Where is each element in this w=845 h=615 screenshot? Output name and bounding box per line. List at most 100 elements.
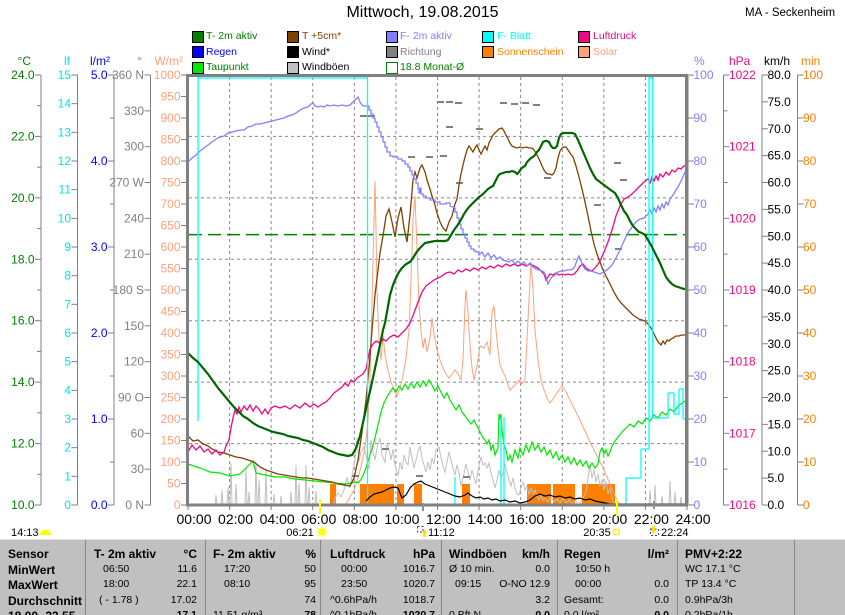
svg-text:5: 5: [64, 355, 71, 369]
svg-text:100: 100: [694, 68, 714, 82]
svg-text:6: 6: [64, 326, 71, 340]
svg-text:400: 400: [160, 326, 180, 340]
svg-text:950: 950: [160, 90, 180, 104]
svg-text:70.0: 70.0: [768, 122, 792, 136]
svg-text:hPa: hPa: [729, 54, 751, 68]
svg-text:25.0: 25.0: [768, 364, 792, 378]
svg-text:15: 15: [58, 68, 72, 82]
svg-text:100: 100: [160, 455, 180, 469]
svg-text:11: 11: [59, 183, 72, 197]
svg-text:22:00: 22:00: [634, 511, 669, 527]
svg-text:10: 10: [58, 211, 72, 225]
svg-text:1: 1: [64, 469, 71, 483]
svg-text:10: 10: [803, 455, 817, 469]
svg-text:0: 0: [694, 498, 701, 512]
svg-text:10:00: 10:00: [384, 511, 419, 527]
svg-text:350: 350: [160, 348, 180, 362]
svg-text:1.0: 1.0: [91, 412, 108, 426]
svg-text:55.0: 55.0: [768, 202, 792, 216]
svg-text:20: 20: [803, 412, 817, 426]
svg-text:50.0: 50.0: [768, 229, 792, 243]
svg-text:10.0: 10.0: [768, 444, 792, 458]
svg-text:600: 600: [160, 240, 180, 254]
svg-text:16:00: 16:00: [509, 511, 544, 527]
svg-text:20:35: 20:35: [583, 527, 611, 539]
svg-text:0: 0: [803, 498, 810, 512]
svg-text:100: 100: [803, 68, 823, 82]
svg-text:150: 150: [124, 319, 144, 333]
svg-text:15.0: 15.0: [768, 417, 792, 431]
svg-text:90: 90: [694, 111, 708, 125]
svg-text:330: 330: [124, 104, 144, 118]
svg-text:70: 70: [803, 197, 817, 211]
svg-text:850: 850: [160, 133, 180, 147]
svg-text:1000: 1000: [154, 68, 181, 82]
svg-text:1018: 1018: [729, 355, 756, 369]
svg-text:°C: °C: [18, 54, 32, 68]
svg-text:18.0: 18.0: [11, 252, 35, 266]
svg-text:1016: 1016: [729, 498, 756, 512]
svg-text:0: 0: [64, 498, 71, 512]
svg-text:300: 300: [160, 369, 180, 383]
svg-text:20.0: 20.0: [768, 391, 792, 405]
svg-text:14: 14: [58, 97, 72, 111]
svg-text:5.0: 5.0: [768, 471, 785, 485]
svg-text:120: 120: [124, 355, 144, 369]
svg-text:550: 550: [160, 262, 180, 276]
svg-text:14:00: 14:00: [468, 511, 503, 527]
svg-text:9: 9: [64, 240, 71, 254]
svg-text:35.0: 35.0: [768, 310, 792, 324]
svg-text:0: 0: [174, 498, 181, 512]
svg-text:45.0: 45.0: [768, 256, 792, 270]
svg-text:11:12: 11:12: [428, 527, 455, 539]
svg-text:20.0: 20.0: [11, 191, 35, 205]
svg-text:km/h: km/h: [764, 54, 790, 68]
svg-text:4: 4: [64, 383, 71, 397]
svg-text:12: 12: [58, 154, 72, 168]
svg-text:12:00: 12:00: [426, 511, 461, 527]
svg-text:30: 30: [694, 369, 708, 383]
svg-text:60: 60: [694, 240, 708, 254]
svg-text:°: °: [137, 54, 142, 68]
svg-text:650: 650: [160, 219, 180, 233]
svg-text:360 N: 360 N: [112, 68, 144, 82]
svg-text:50: 50: [803, 283, 817, 297]
svg-text:2.0: 2.0: [91, 326, 108, 340]
svg-text:8: 8: [64, 269, 71, 283]
svg-text:%: %: [694, 54, 705, 68]
svg-text:06:21: 06:21: [286, 527, 314, 539]
svg-text:l/m²: l/m²: [90, 54, 110, 68]
svg-text:13: 13: [58, 125, 72, 139]
svg-text:22.0: 22.0: [11, 129, 35, 143]
svg-text:60.0: 60.0: [768, 176, 792, 190]
svg-text:00:00: 00:00: [176, 511, 211, 527]
svg-text:W/m²: W/m²: [154, 54, 183, 68]
svg-text:750: 750: [160, 176, 180, 190]
svg-text:0.0: 0.0: [91, 498, 108, 512]
svg-text:min: min: [801, 54, 820, 68]
svg-text:10.0: 10.0: [11, 498, 35, 512]
svg-text:1020: 1020: [729, 211, 756, 225]
svg-text:18:00: 18:00: [551, 511, 586, 527]
svg-text:240: 240: [124, 211, 144, 225]
svg-text:06:00: 06:00: [301, 511, 336, 527]
svg-text:65.0: 65.0: [768, 149, 792, 163]
svg-text:40.0: 40.0: [768, 283, 792, 297]
svg-text:2: 2: [64, 441, 71, 455]
svg-text:50: 50: [694, 283, 708, 297]
svg-text:1017: 1017: [729, 426, 756, 440]
svg-text:700: 700: [160, 197, 180, 211]
svg-text:20: 20: [694, 412, 708, 426]
svg-text:80: 80: [803, 154, 817, 168]
svg-text:7: 7: [64, 297, 71, 311]
svg-text:250: 250: [160, 391, 180, 405]
svg-text:60: 60: [131, 426, 145, 440]
svg-text:800: 800: [160, 154, 180, 168]
svg-text:10: 10: [694, 455, 708, 469]
svg-text:180 S: 180 S: [113, 283, 144, 297]
svg-text:40: 40: [803, 326, 817, 340]
svg-text:1019: 1019: [729, 283, 756, 297]
svg-text:16.0: 16.0: [11, 314, 35, 328]
svg-text:22:24: 22:24: [661, 527, 689, 539]
svg-text:24:00: 24:00: [675, 511, 710, 527]
